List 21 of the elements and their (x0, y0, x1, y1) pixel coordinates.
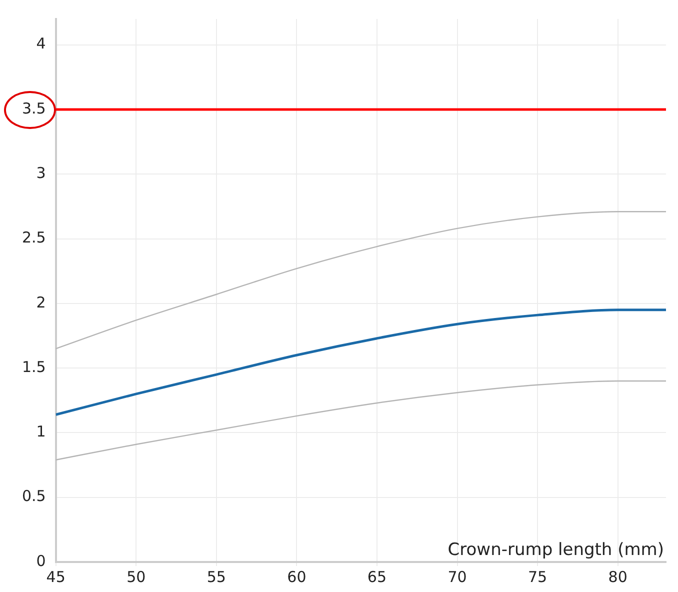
y-tick-label: 1 (36, 422, 46, 441)
x-tick-label: 70 (448, 568, 467, 586)
y-tick-label: 4 (36, 34, 46, 53)
x-tick-label: 65 (367, 568, 387, 586)
x-tick-label: 80 (608, 568, 628, 586)
y-tick-label: 0 (36, 552, 46, 570)
y-tick-label: 2 (36, 293, 46, 312)
y-tick-label: 3.5 (22, 99, 46, 118)
x-tick-label: 60 (287, 568, 306, 586)
x-tick-label: 55 (206, 568, 226, 586)
line-series (56, 308, 666, 416)
x-tick-label: 50 (126, 568, 146, 586)
y-tick-label: 1.5 (22, 358, 46, 376)
x-tick-label: 75 (528, 568, 548, 586)
y-tick-label: 0.5 (22, 487, 46, 506)
y-tick-label: 2.5 (22, 228, 46, 247)
line-series (56, 211, 666, 350)
x-tick-label: 45 (46, 568, 66, 586)
y-tick-label: 3 (36, 164, 46, 182)
line-series (56, 380, 666, 460)
x-axis-title: Crown-rump length (mm) (448, 540, 664, 560)
